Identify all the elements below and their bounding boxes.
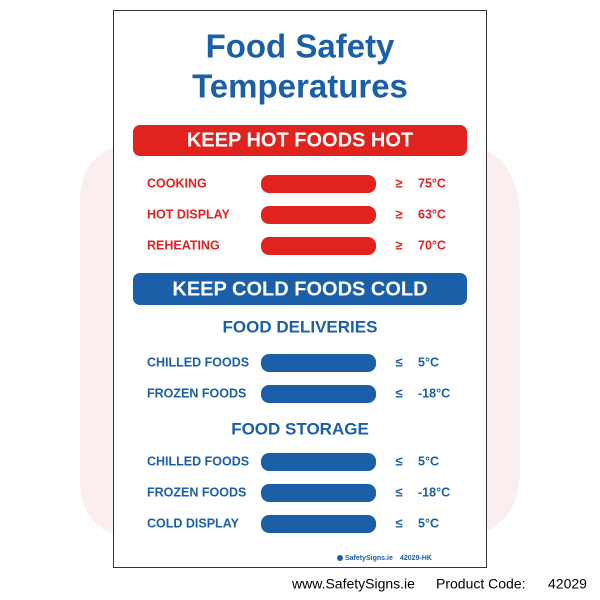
row-temp: 75°C (418, 176, 446, 190)
row-label: REHEATING (147, 238, 220, 252)
temperature-bar (261, 354, 376, 372)
row-symbol: ≤ (395, 354, 402, 369)
row-label: FROZEN FOODS (147, 485, 246, 499)
temperature-bar (261, 385, 376, 403)
row-label: HOT DISPLAY (147, 207, 231, 221)
row-temp: 5°C (418, 516, 439, 530)
group-heading: FOOD DELIVERIES (223, 317, 378, 336)
row-symbol: ≥ (395, 237, 402, 252)
row-symbol: ≤ (395, 484, 402, 499)
row-symbol: ≥ (395, 206, 402, 221)
brand-icon (337, 555, 343, 561)
row-label: CHILLED FOODS (147, 355, 249, 369)
row-label: CHILLED FOODS (147, 454, 249, 468)
group-heading: FOOD STORAGE (231, 419, 369, 438)
caption-website: www.SafetySigns.ie (291, 576, 415, 592)
temperature-bar (261, 453, 376, 471)
hot-banner (133, 125, 467, 156)
row-label: COOKING (147, 176, 207, 190)
row-symbol: ≤ (395, 385, 402, 400)
temperature-bar (261, 175, 376, 193)
temperature-bar (261, 237, 376, 255)
temperature-bar (261, 206, 376, 224)
row-symbol: ≥ (395, 175, 402, 190)
row-label: COLD DISPLAY (147, 516, 240, 530)
hot-banner-text: KEEP HOT FOODS HOT (187, 129, 413, 151)
cold-banner-text: KEEP COLD FOODS COLD (172, 278, 427, 300)
temperature-bar (261, 484, 376, 502)
row-temp: 5°C (418, 355, 439, 369)
title-line: Food Safety (206, 28, 395, 65)
row-temp: 70°C (418, 238, 446, 252)
temperature-bar (261, 515, 376, 533)
sign-code: 42029-HK (400, 555, 432, 562)
row-symbol: ≤ (395, 453, 402, 468)
row-temp: -18°C (418, 386, 450, 400)
caption-code: 42029 (548, 576, 587, 592)
sign-brand: SafetySigns.ie (345, 555, 393, 562)
title-line: Temperatures (192, 68, 408, 105)
row-temp: 5°C (418, 454, 439, 468)
row-temp: 63°C (418, 207, 446, 221)
row-temp: -18°C (418, 485, 450, 499)
row-symbol: ≤ (395, 515, 402, 530)
row-label: FROZEN FOODS (147, 386, 246, 400)
cold-banner (133, 273, 467, 305)
caption-code-label: Product Code: (436, 576, 526, 592)
